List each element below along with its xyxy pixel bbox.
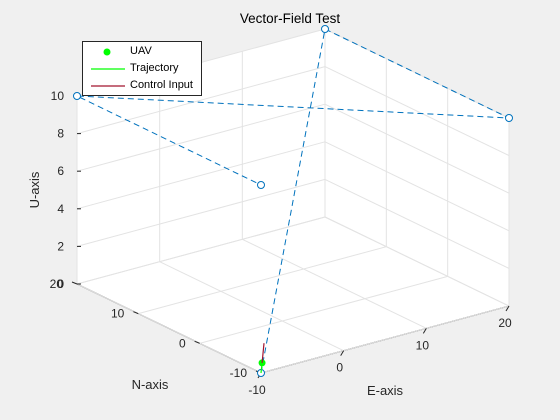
grid-line (76, 141, 326, 210)
legend-label: UAV (130, 45, 152, 57)
y-tick-mark (194, 340, 200, 344)
z-axis-label: U-axis (27, 171, 42, 208)
back-wall-yz (325, 29, 509, 306)
grid-line (242, 238, 427, 329)
legend[interactable]: UAV Trajectory Control Input (82, 41, 202, 96)
y-tick-label: 20 (50, 277, 64, 291)
z-tick-label: 4 (57, 202, 64, 216)
z-tick-label: 6 (57, 164, 64, 178)
control-input-line (261, 343, 265, 363)
y-axis-label: N-axis (132, 377, 169, 392)
grid-line (76, 178, 326, 247)
legend-line-icon (91, 68, 125, 70)
y-tick-label: 10 (111, 307, 125, 321)
y-tick-mark (133, 311, 139, 315)
x-tick-label: 0 (336, 361, 343, 375)
grid-line (76, 283, 262, 374)
grid-line (324, 66, 510, 157)
trajectory-line (260, 362, 263, 374)
legend-label: Control Input (130, 79, 193, 91)
waypoints-marker (505, 114, 513, 122)
data-layer (73, 25, 513, 377)
grid-line (324, 216, 510, 307)
z-tick-label: 10 (51, 89, 65, 103)
y-tick-mark (71, 281, 78, 285)
grid-lines (76, 28, 510, 374)
waypoints-marker (73, 92, 81, 100)
legend-label: Trajectory (130, 62, 179, 74)
z-tick-label: 8 (57, 127, 64, 141)
grid-line (76, 66, 326, 135)
grid-line (199, 275, 448, 344)
waypoints-marker (321, 25, 329, 33)
x-tick-mark (340, 350, 345, 356)
x-tick-label: 10 (416, 338, 430, 352)
y-tick-label: -10 (230, 366, 248, 380)
grid-line (159, 261, 344, 352)
x-tick-label: 20 (498, 316, 512, 330)
grid-line (324, 141, 510, 232)
legend-line-icon (91, 85, 125, 87)
grid-line (76, 103, 326, 172)
z-tick-label: 2 (57, 239, 64, 253)
grid-line (324, 103, 510, 194)
floor-plane (77, 217, 509, 373)
x-tick-mark (505, 305, 510, 312)
z-tick-label: 0 (57, 277, 64, 291)
x-tick-label: -10 (248, 383, 266, 397)
grid-line (76, 216, 326, 285)
chart-title: Vector-Field Test (240, 11, 341, 26)
waypoints-marker (257, 181, 265, 189)
legend-dot-icon (103, 48, 111, 56)
legend-entry-uav: UAV (83, 44, 201, 60)
x-axis-label: E-axis (367, 383, 404, 398)
grid-line (324, 178, 510, 269)
x-tick-mark (422, 328, 427, 334)
y-tick-label: 0 (179, 336, 186, 350)
legend-entry-trajectory: Trajectory (83, 61, 201, 77)
grid-line (138, 246, 387, 315)
legend-entry-control-input: Control Input (83, 78, 201, 94)
grid-line (260, 305, 510, 374)
